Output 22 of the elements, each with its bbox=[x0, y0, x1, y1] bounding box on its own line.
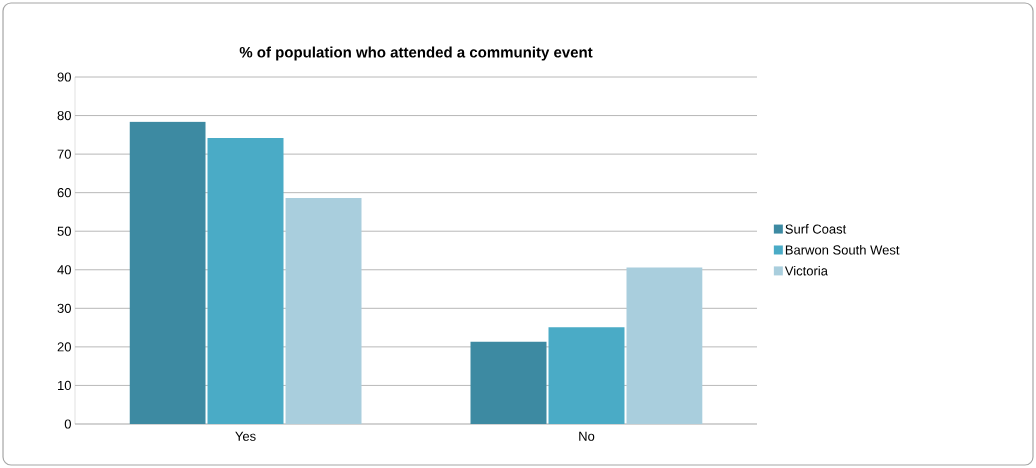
y-tick-label: 60 bbox=[57, 188, 71, 198]
legend-label: Surf Coast bbox=[785, 224, 847, 234]
chart-title: % of population who attended a community event bbox=[239, 46, 593, 61]
y-tick-label: 20 bbox=[57, 342, 71, 352]
bar bbox=[470, 341, 547, 424]
legend-label: Barwon South West bbox=[785, 245, 900, 255]
x-tick-label: Yes bbox=[235, 431, 256, 441]
y-tick-label: 80 bbox=[57, 110, 71, 121]
y-tick-label: 40 bbox=[57, 265, 71, 275]
y-tick-label: 50 bbox=[57, 226, 71, 236]
y-tick-label: 10 bbox=[58, 380, 71, 391]
y-tick-label: 0 bbox=[64, 419, 71, 429]
x-tick-label: No bbox=[579, 431, 595, 441]
bar bbox=[207, 137, 284, 424]
y-tick-label: 90 bbox=[57, 72, 71, 82]
bar bbox=[285, 198, 362, 424]
bar bbox=[626, 267, 703, 424]
y-tick-label: 70 bbox=[57, 149, 71, 159]
bar bbox=[548, 327, 625, 424]
legend-label: Victoria bbox=[784, 265, 828, 276]
y-tick-label: 30 bbox=[57, 303, 71, 313]
bar bbox=[129, 121, 206, 424]
